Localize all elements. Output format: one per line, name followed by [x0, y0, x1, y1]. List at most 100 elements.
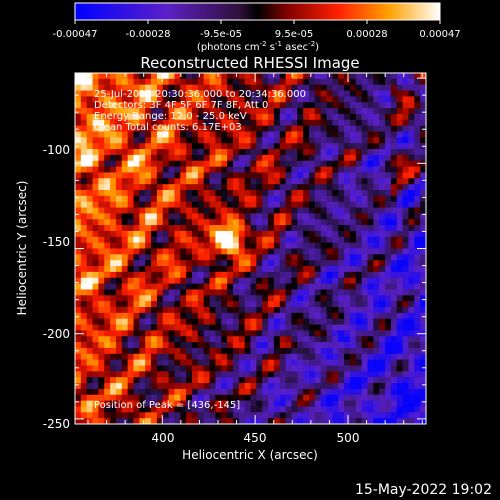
heatmap-cell — [139, 418, 146, 424]
heatmap-cell — [250, 149, 257, 156]
heatmap-cell — [168, 219, 175, 226]
heatmap-cell — [361, 377, 368, 384]
heatmap-cell — [408, 131, 415, 138]
heatmap-cell — [355, 394, 363, 401]
heatmap-cell — [127, 394, 134, 401]
heatmap-cell — [273, 312, 281, 320]
heatmap-cell — [379, 184, 386, 191]
heatmap-cell — [414, 125, 421, 132]
heatmap-cell — [344, 149, 351, 156]
heatmap-cell — [268, 260, 275, 267]
heatmap-cell — [174, 184, 181, 191]
heatmap-cell — [139, 301, 146, 308]
heatmap-cell — [332, 295, 339, 302]
heatmap-cell — [215, 172, 222, 179]
heatmap-cell — [174, 84, 181, 91]
heatmap-cell — [349, 377, 357, 384]
heatmap-cell — [75, 242, 82, 249]
heatmap-cell — [361, 324, 368, 331]
heatmap-cell — [268, 318, 275, 325]
heatmap-cell — [115, 102, 123, 109]
heatmap-cell — [355, 125, 363, 132]
heatmap-cell — [250, 201, 257, 208]
heatmap-cell — [75, 190, 82, 197]
heatmap-cell — [162, 108, 169, 115]
heatmap-cell — [273, 289, 281, 296]
heatmap-cell — [256, 330, 263, 337]
heatmap-cell — [115, 342, 123, 349]
heatmap-cell — [373, 143, 380, 150]
heatmap-cell — [156, 131, 164, 138]
heatmap-cell — [320, 149, 327, 156]
heatmap-cell — [145, 219, 152, 226]
heatmap-cell — [80, 154, 88, 162]
heatmap-cell — [349, 353, 357, 361]
heatmap-cell — [127, 260, 134, 267]
heatmap-cell — [262, 236, 269, 244]
heatmap-cell — [197, 178, 205, 185]
heatmap-cell — [203, 119, 210, 127]
heatmap-cell — [279, 318, 286, 325]
heatmap-cell — [238, 242, 246, 249]
heatmap-cell — [297, 336, 304, 343]
heatmap-cell — [145, 254, 152, 261]
heatmap-cell — [250, 242, 257, 249]
heatmap-cell — [379, 254, 386, 261]
colorbar-units: (photons cm-2 s-1 asec-2) — [197, 40, 319, 53]
heatmap-cell — [192, 84, 199, 91]
heatmap-cell — [221, 84, 228, 91]
heatmap-cell — [268, 365, 275, 372]
heatmap-cell — [291, 201, 298, 208]
heatmap-cell — [408, 242, 415, 249]
heatmap-cell — [75, 324, 82, 331]
heatmap-cell — [92, 307, 99, 314]
heatmap-cell — [390, 102, 398, 109]
heatmap-cell — [104, 131, 111, 138]
heatmap-cell — [139, 207, 146, 214]
heatmap-cell — [385, 324, 392, 331]
heatmap-cell — [80, 388, 88, 396]
heatmap-cell — [203, 90, 210, 97]
heatmap-cell — [197, 295, 205, 302]
heatmap-cell — [110, 283, 117, 290]
heatmap-cell — [221, 143, 228, 150]
heatmap-cell — [268, 213, 275, 220]
heatmap-cell — [268, 342, 275, 349]
heatmap-cell — [156, 78, 164, 86]
heatmap-cell — [297, 178, 304, 185]
heatmap-cell — [414, 301, 421, 308]
heatmap-cell — [367, 330, 374, 337]
heatmap-cell — [168, 266, 175, 273]
heatmap-cell — [186, 418, 193, 424]
heatmap-cell — [256, 195, 263, 203]
heatmap-cell — [338, 266, 345, 273]
heatmap-cell — [238, 213, 246, 220]
heatmap-cell — [402, 347, 409, 355]
heatmap-cell — [262, 353, 269, 361]
heatmap-cell — [355, 277, 363, 284]
heatmap-cell — [86, 219, 93, 226]
heatmap-cell — [326, 119, 333, 127]
heatmap-cell — [221, 342, 228, 349]
heatmap-cell — [127, 377, 134, 384]
heatmap-cell — [168, 347, 175, 355]
heatmap-cell — [373, 377, 380, 384]
heatmap-cell — [349, 225, 357, 232]
heatmap-cell — [139, 190, 146, 197]
heatmap-cell — [420, 324, 426, 331]
heatmap-cell — [186, 236, 193, 244]
heatmap-cell — [92, 260, 99, 267]
heatmap-cell — [139, 400, 146, 407]
heatmap-cell — [256, 219, 263, 226]
heatmap-cell — [262, 149, 269, 156]
heatmap-cell — [268, 90, 275, 97]
heatmap-cell — [396, 166, 403, 173]
heatmap-cell — [168, 195, 175, 203]
heatmap-cell — [238, 418, 246, 424]
heatmap-cell — [174, 242, 181, 249]
heatmap-cell — [115, 347, 123, 355]
heatmap-cell — [151, 336, 158, 343]
heatmap-cell — [250, 78, 257, 86]
heatmap-cell — [396, 277, 403, 284]
heatmap-cell — [151, 412, 158, 419]
